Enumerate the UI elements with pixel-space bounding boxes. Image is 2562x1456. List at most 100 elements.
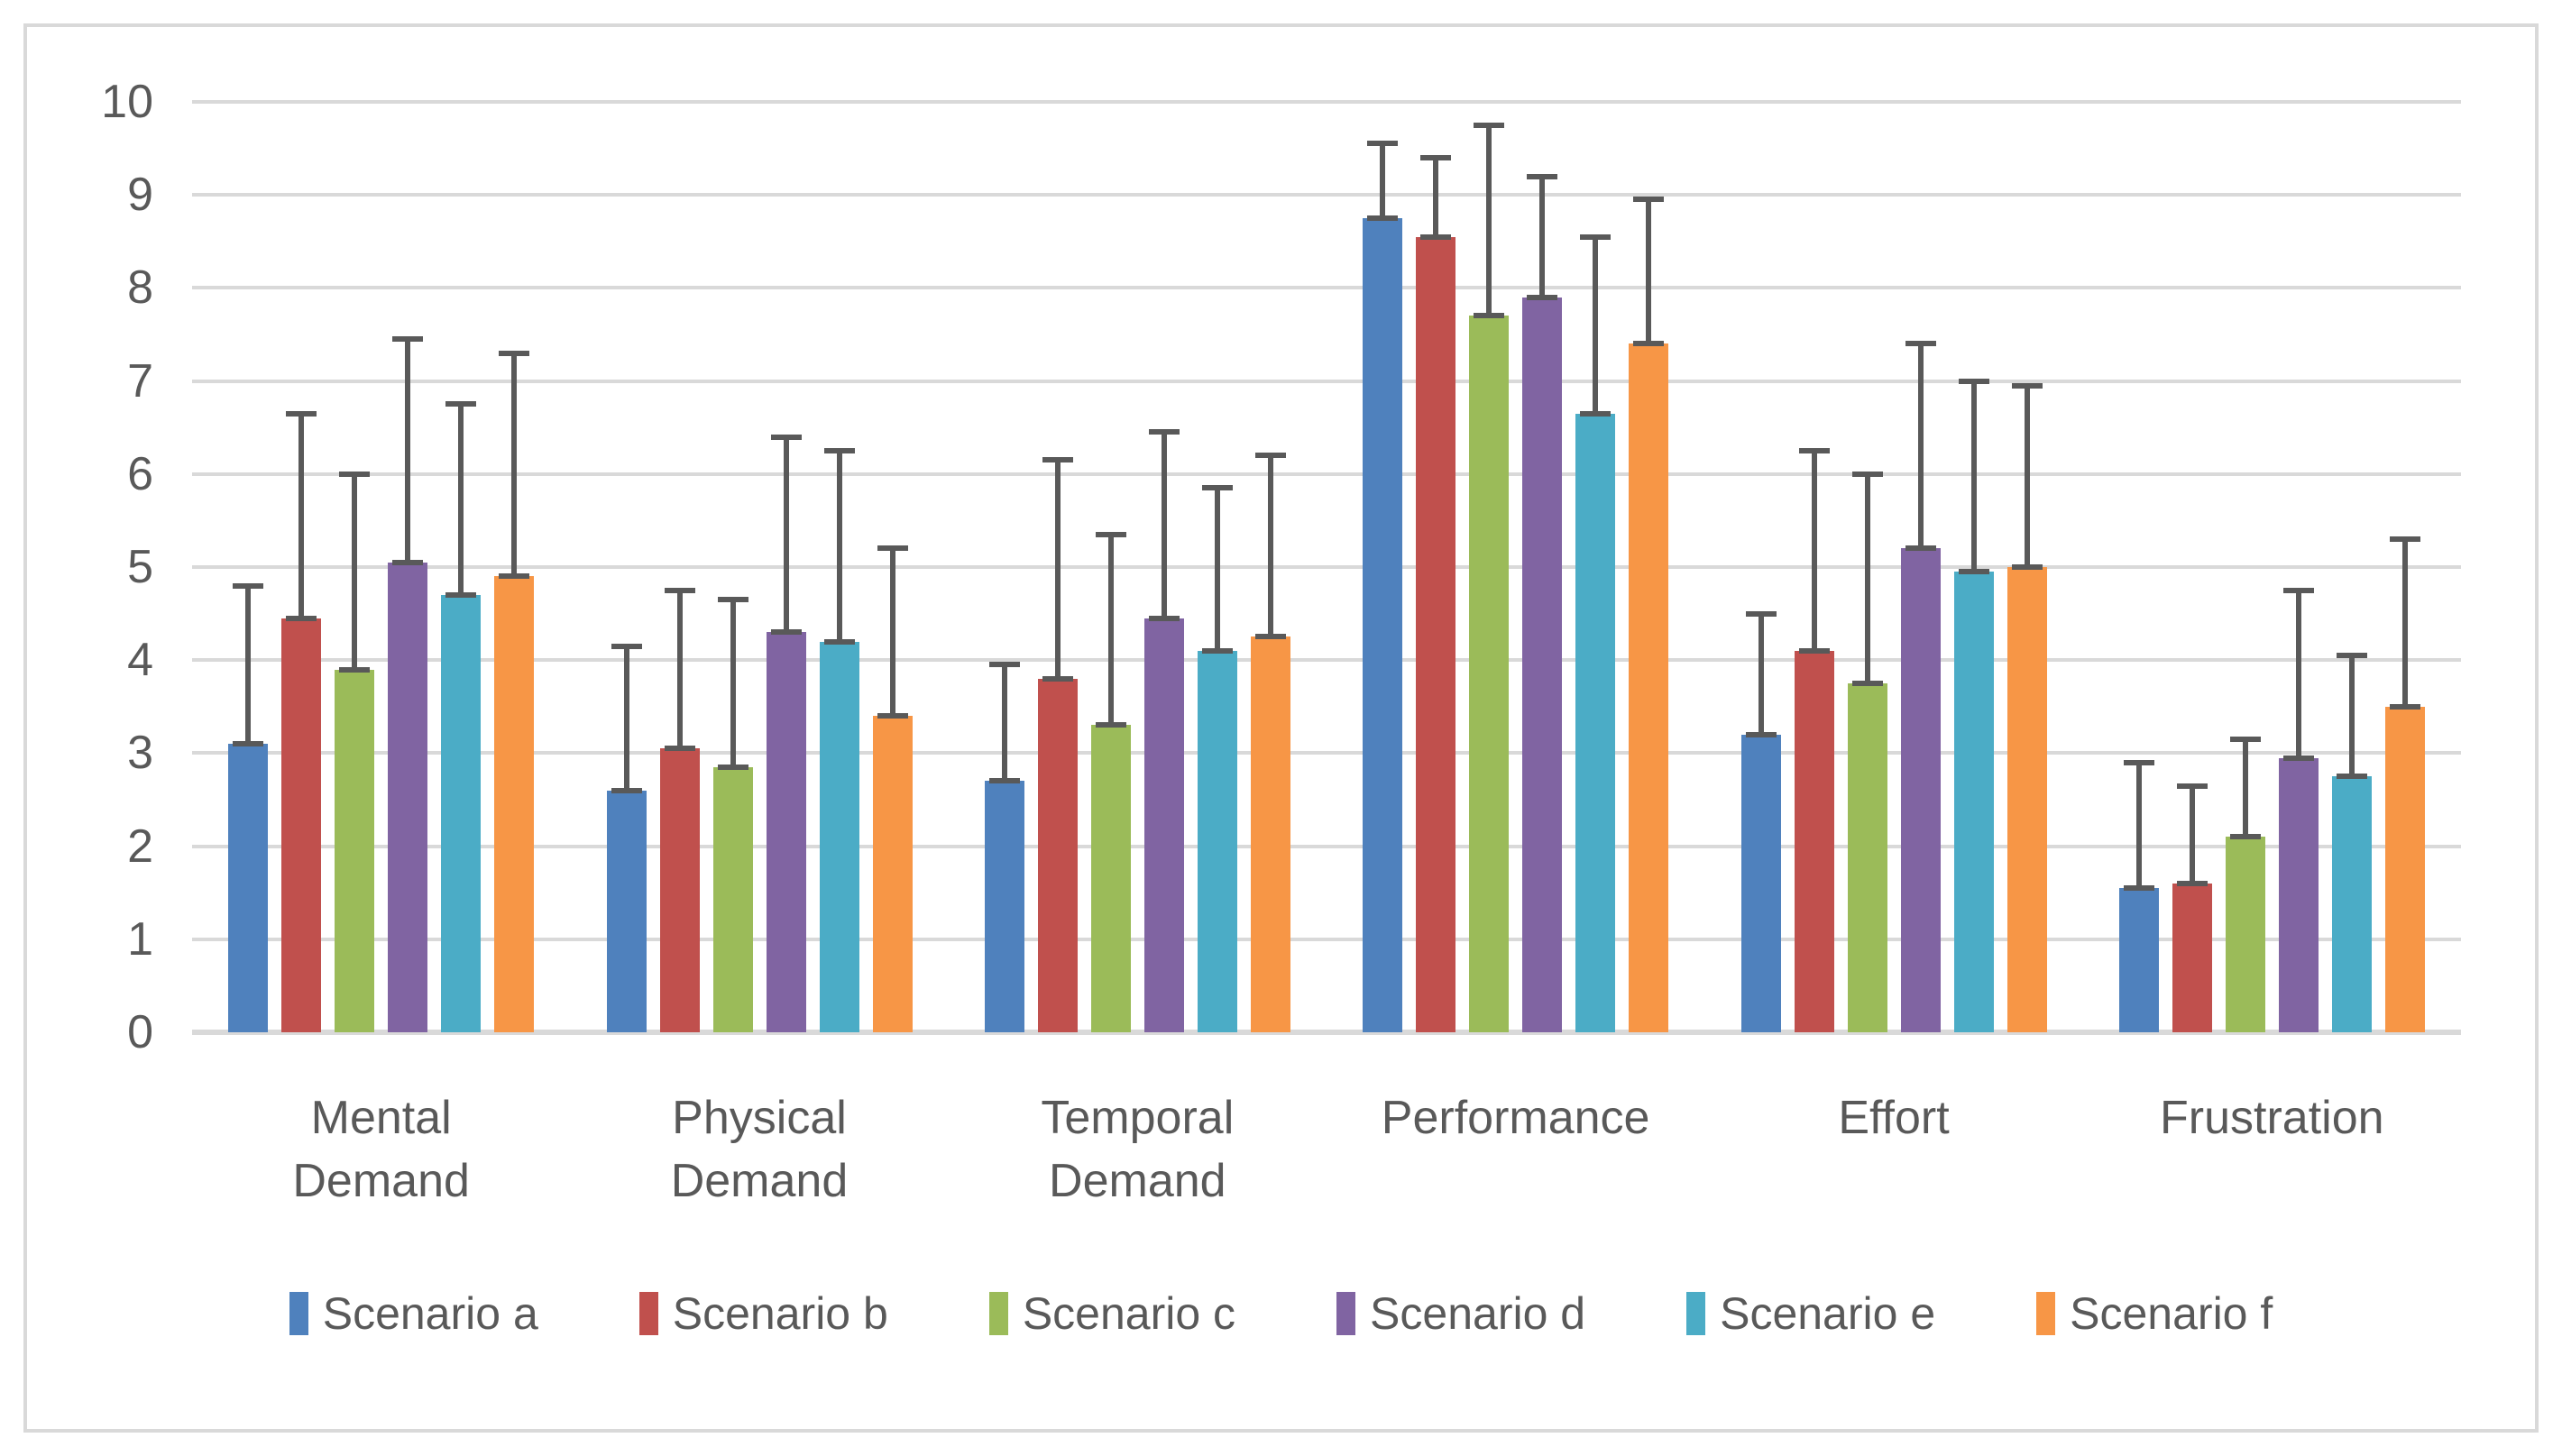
error-bar-bottom-cap [2011,564,2043,570]
error-bar-line [836,451,842,642]
bar [1740,734,1781,1032]
error-bar-top-cap [1474,122,1505,128]
error-bar-bottom-cap [499,573,530,580]
error-bar-line [1054,460,1061,679]
error-bar-top-cap [823,448,855,453]
legend-item: Scenario f [2036,1287,2273,1340]
error-bar-top-cap [1254,453,1286,459]
error-bar-top-cap [445,401,477,407]
bar [1629,343,1669,1032]
error-bar-line [1646,199,1652,344]
legend-color-swatch [1686,1292,1706,1335]
error-bar-bottom-cap [392,559,424,565]
y-tick-label: 1 [127,912,153,966]
bar [1794,650,1834,1032]
error-bar-top-cap [2336,653,2367,659]
error-bar-top-cap [1633,197,1665,203]
bar [335,669,375,1032]
y-tick-label: 10 [101,76,153,128]
category-label: Frustration [2160,1092,2384,1144]
error-bar-bottom-cap [1474,313,1505,319]
error-bar-line [298,413,305,618]
legend-color-swatch [638,1292,658,1335]
error-bar-top-cap [1201,485,1233,491]
category-label: Temporal Demand [1041,1092,1235,1207]
error-bar-top-cap [877,545,908,552]
error-bar-bottom-cap [1798,647,1830,654]
legend-color-swatch [1336,1292,1356,1335]
error-bar-top-cap [392,336,424,343]
error-bar-bottom-cap [2336,774,2367,780]
error-bar-top-cap [1148,429,1180,435]
y-tick-label: 7 [127,354,153,407]
error-bar-top-cap [1420,154,1452,160]
error-bar-line [1433,157,1439,237]
y-gridline [192,286,2461,290]
bar [712,766,753,1032]
error-bar-bottom-cap [1420,234,1452,240]
error-bar-top-cap [499,350,530,356]
category-label: Performance [1381,1092,1650,1144]
bar [1197,650,1237,1032]
error-bar-line [1107,534,1114,726]
error-bar-line [730,600,736,767]
error-bar-top-cap [1095,531,1126,537]
y-tick-label: 5 [127,541,153,593]
bar [2331,776,2372,1032]
error-bar-line [2401,539,2408,707]
bar [2118,888,2159,1032]
category-label: Mental Demand [292,1092,470,1207]
legend-label: Scenario a [322,1288,538,1339]
y-gridline [192,844,2461,848]
error-bar-top-cap [2282,587,2314,593]
error-bar-bottom-cap [1633,341,1665,347]
legend-label: Scenario b [672,1288,888,1339]
legend-label: Scenario f [2070,1288,2273,1339]
error-bar-line [2242,738,2248,838]
y-gridline [192,658,2461,663]
error-bar-bottom-cap [1148,615,1180,621]
error-bar-top-cap [1745,610,1777,617]
error-bar-top-cap [2011,382,2043,389]
error-bar-line [2024,385,2030,567]
error-bar-top-cap [339,471,371,477]
legend-label: Scenario c [1022,1288,1236,1339]
chart-legend: Scenario a Scenario b Scenario c Scenario d… [0,1287,2562,1340]
error-bar-top-cap [2229,736,2261,742]
x-axis-line [192,1030,2461,1035]
error-bar-top-cap [286,410,317,417]
bar [2278,757,2319,1032]
error-bar-bottom-cap [611,787,642,793]
error-bar-bottom-cap [1580,410,1612,417]
error-bar-top-cap [2123,759,2154,765]
error-bar-top-cap [233,582,264,589]
error-bar-bottom-cap [1254,634,1286,640]
bar [388,562,428,1032]
error-bar-bottom-cap [1095,722,1126,728]
legend-label: Scenario d [1370,1288,1586,1339]
error-bar-line [1486,124,1492,316]
y-gridline [192,379,2461,383]
y-tick-label: 3 [127,727,153,780]
bar [1900,548,1941,1032]
legend-item: Scenario d [1336,1287,1585,1340]
error-bar-bottom-cap [1042,675,1073,682]
error-bar-top-cap [2389,536,2420,543]
error-bar-top-cap [2176,783,2208,789]
bar [2006,567,2047,1032]
bar [1953,572,1994,1032]
error-bar-bottom-cap [286,615,317,621]
error-bar-top-cap [770,434,802,440]
error-bar-top-cap [1367,141,1399,147]
bar [1522,297,1563,1032]
y-tick-label: 8 [127,261,153,315]
bar [1090,725,1131,1032]
error-bar-line [1161,432,1167,618]
error-bar-line [2135,762,2142,889]
error-bar-line [1864,473,1870,683]
error-bar-top-cap [1798,448,1830,453]
bar [494,576,535,1032]
legend-item: Scenario e [1686,1287,1935,1340]
legend-item: Scenario b [638,1287,888,1340]
